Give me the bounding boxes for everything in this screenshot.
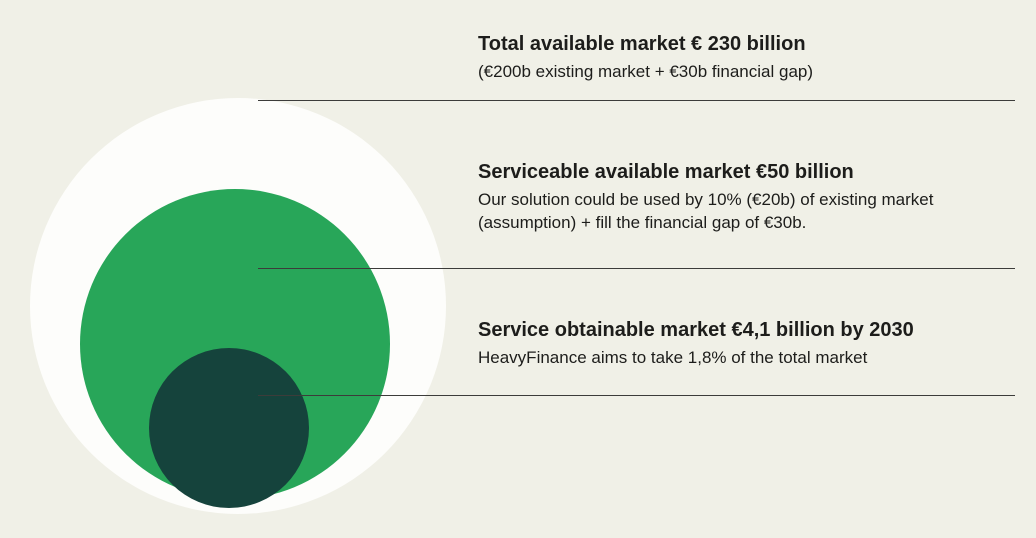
- label-subtitle-serviceable: Our solution could be used by 10% (€20b)…: [478, 190, 934, 232]
- label-title-obtainable: Service obtainable market €4,1 billion b…: [478, 319, 914, 341]
- label-subtitle-total: (€200b existing market + €30b financial …: [478, 62, 814, 81]
- connector-line-serviceable: [258, 268, 1015, 269]
- label-title-total: Total available market € 230 billion: [478, 33, 806, 55]
- label-serviceable-available-market: Serviceable available market €50 billion…: [478, 160, 1018, 235]
- label-service-obtainable-market: Service obtainable market €4,1 billion b…: [478, 318, 1018, 370]
- connector-line-obtainable: [258, 395, 1015, 396]
- circle-service-obtainable-market: [149, 348, 309, 508]
- connector-line-total: [258, 100, 1015, 101]
- label-total-available-market: Total available market € 230 billion (€2…: [478, 32, 1018, 84]
- label-title-serviceable: Serviceable available market €50 billion: [478, 161, 854, 183]
- label-subtitle-obtainable: HeavyFinance aims to take 1,8% of the to…: [478, 348, 868, 367]
